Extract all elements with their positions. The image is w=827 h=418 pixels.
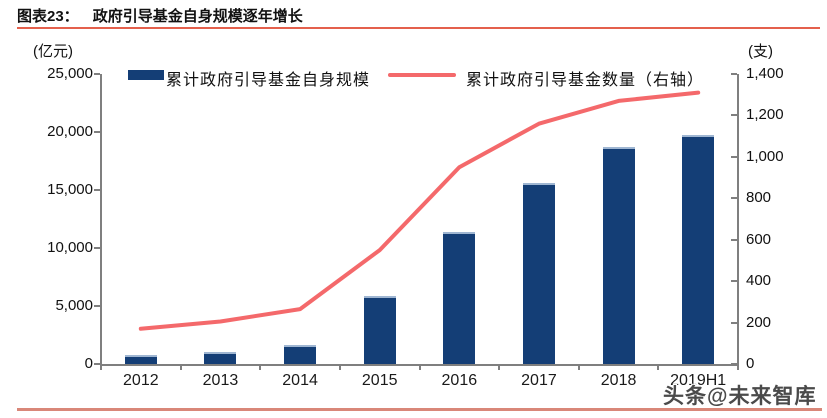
x-axis-label-2012: 2012 xyxy=(123,372,159,389)
figure-number-label: 图表23： xyxy=(17,8,79,25)
x-axis-tick xyxy=(259,364,262,370)
left-axis-tick-label: 15,000 xyxy=(47,181,93,198)
right-axis-tick xyxy=(731,363,737,365)
bar-2018 xyxy=(602,146,635,364)
right-axis-tick-labels: 0 200 400 600 800 1,000 1,200 1,400 xyxy=(746,65,816,372)
x-axis-tick xyxy=(577,364,580,370)
x-axis-tick xyxy=(100,364,102,370)
left-axis-tick-label: 5,000 xyxy=(55,297,93,314)
bottom-divider-rule xyxy=(17,408,822,411)
x-axis-label-2013: 2013 xyxy=(202,372,239,389)
bar-2015 xyxy=(363,295,396,364)
figure-title-text: 政府引导基金自身规模逐年增长 xyxy=(92,8,303,25)
bar-2017 xyxy=(522,183,555,364)
figure-title: 图表23： 政府引导基金自身规模逐年增长 xyxy=(17,5,303,25)
title-divider-rule xyxy=(17,27,820,29)
left-axis-tick xyxy=(94,305,100,307)
left-axis-unit-label: (亿元) xyxy=(33,43,73,60)
right-axis-tick xyxy=(731,114,737,117)
right-axis-tick-label: 0 xyxy=(746,355,755,372)
right-axis-tick xyxy=(731,280,737,283)
left-axis-tick-label: 0 xyxy=(84,355,93,372)
right-axis-tick xyxy=(731,73,737,75)
left-axis-tick-label: 20,000 xyxy=(47,123,93,140)
left-axis-tick xyxy=(94,363,100,365)
left-axis-tick-label: 25,000 xyxy=(47,65,93,82)
bar-2014 xyxy=(284,345,317,364)
watermark-text: 头条@未来智库 xyxy=(663,385,817,408)
x-axis-tick xyxy=(179,364,182,370)
line-series xyxy=(138,90,701,331)
left-axis-tick-labels: 0 5,000 10,000 15,000 20,000 25,000 xyxy=(0,65,93,372)
right-axis-tick-label: 1,200 xyxy=(746,106,784,124)
left-axis-tick xyxy=(94,131,100,133)
left-axis-tick xyxy=(94,247,100,249)
x-axis-label-2015: 2015 xyxy=(361,372,398,389)
legend-label-bar-series: 累计政府引导基金自身规模 xyxy=(166,72,371,89)
right-axis-tick xyxy=(731,155,737,158)
left-axis-tick-label: 10,000 xyxy=(47,239,93,256)
bar-2019H1 xyxy=(682,135,715,364)
bar-2012 xyxy=(124,354,157,364)
right-axis-tick-label: 400 xyxy=(746,272,772,290)
x-axis-tick xyxy=(657,364,660,370)
right-axis-tick-label: 200 xyxy=(746,313,772,331)
right-axis-line xyxy=(737,74,739,366)
bar-2016 xyxy=(443,232,476,364)
right-axis-tick xyxy=(731,238,737,241)
x-axis-tick-labels: 2012 2013 2014 2015 2016 2017 2018 2019H1 xyxy=(101,372,738,394)
right-axis-unit-label: (支) xyxy=(748,43,773,60)
x-axis-label-2019H1: 2019H1 xyxy=(670,372,727,389)
right-axis-tick xyxy=(731,321,737,324)
x-axis-label-2017: 2017 xyxy=(521,372,557,389)
bar-2013 xyxy=(204,352,237,364)
left-axis-line xyxy=(100,74,102,366)
right-axis-tick-label: 1,000 xyxy=(746,147,784,165)
right-axis-tick-label: 600 xyxy=(746,230,772,248)
left-axis-tick xyxy=(94,189,100,191)
right-axis-tick-label: 800 xyxy=(746,189,772,207)
x-axis-label-2016: 2016 xyxy=(441,372,478,389)
x-axis-label-2014: 2014 xyxy=(282,372,318,389)
left-axis-tick xyxy=(94,73,100,75)
legend-label-line-series: 累计政府引导基金数量（右轴） xyxy=(466,72,705,89)
x-axis-tick xyxy=(737,364,739,370)
plot-area xyxy=(94,73,739,370)
x-axis-tick xyxy=(338,364,341,370)
legend-line-swatch xyxy=(388,73,456,77)
right-axis-tick-label: 1,400 xyxy=(746,65,784,82)
line-series-path xyxy=(138,90,701,331)
x-axis-tick xyxy=(418,364,421,370)
x-axis-tick xyxy=(498,364,501,370)
x-axis-label-2018: 2018 xyxy=(600,372,637,389)
legend-bar-swatch xyxy=(128,70,164,80)
right-axis-tick xyxy=(731,197,737,200)
